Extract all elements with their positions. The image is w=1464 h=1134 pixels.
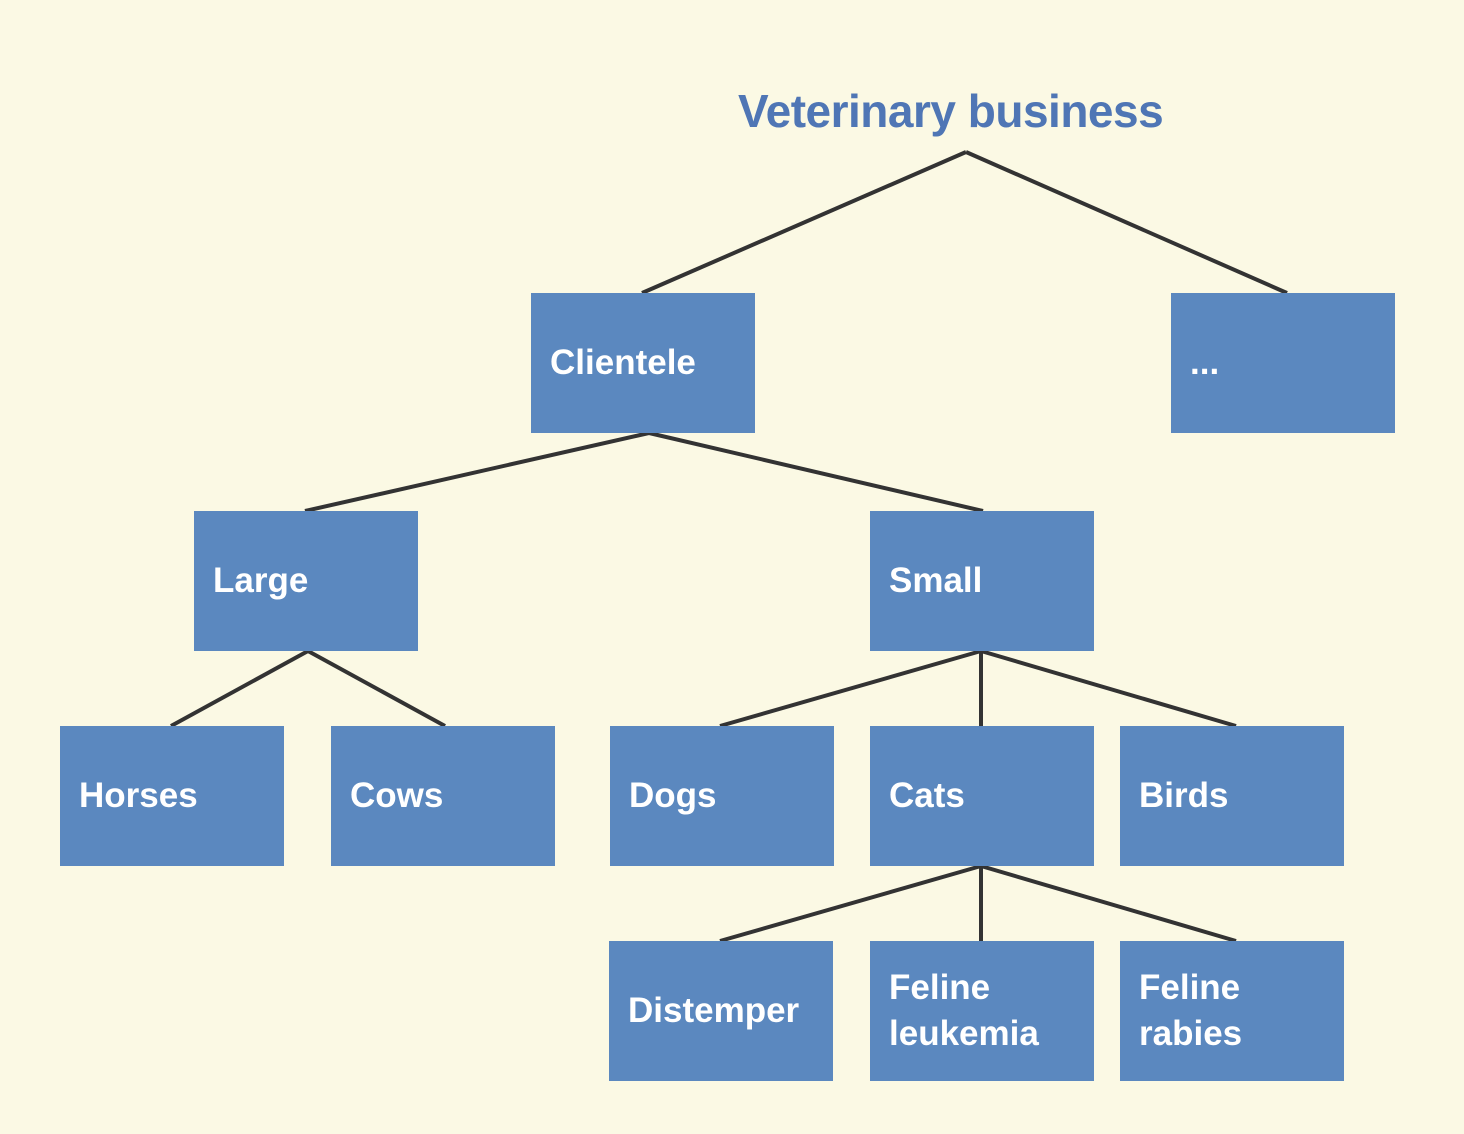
node-label: ... — [1190, 343, 1220, 382]
node-distemper: Distemper — [609, 941, 833, 1081]
node-label: Small — [889, 561, 983, 600]
node-more: ... — [1171, 293, 1395, 433]
node-feline-rabies: Feline rabies — [1120, 941, 1344, 1081]
node-cows: Cows — [331, 726, 555, 866]
node-label: Clientele — [550, 343, 696, 382]
edge-root-clientele — [641, 150, 967, 295]
node-label: Feline leukemia — [889, 968, 1039, 1053]
node-birds: Birds — [1120, 726, 1344, 866]
node-clientele: Clientele — [531, 293, 755, 433]
node-label: Feline rabies — [1139, 968, 1243, 1053]
edge-clientele-large — [304, 431, 650, 513]
edge-cats-distemper — [719, 864, 982, 943]
node-horses: Horses — [60, 726, 284, 866]
edge-root-more — [965, 150, 1288, 295]
edge-cats-feline-rabies — [980, 864, 1237, 943]
node-cats: Cats — [870, 726, 1094, 866]
diagram-title: Veterinary business — [738, 85, 1164, 137]
node-large: Large — [194, 511, 418, 651]
edge-small-dogs — [719, 649, 982, 728]
node-small: Small — [870, 511, 1094, 651]
node-feline-leukemia: Feline leukemia — [870, 941, 1094, 1081]
edge-large-cows — [307, 649, 446, 728]
node-label: Cats — [889, 776, 965, 815]
node-dogs: Dogs — [610, 726, 834, 866]
edge-clientele-small — [648, 431, 984, 513]
node-label: Dogs — [629, 776, 717, 815]
edge-large-horses — [170, 649, 309, 728]
node-label: Birds — [1139, 776, 1229, 815]
node-label: Distemper — [628, 991, 800, 1030]
node-label: Cows — [350, 776, 444, 815]
node-label: Horses — [79, 776, 198, 815]
edge-small-birds — [980, 649, 1237, 728]
node-label: Large — [213, 561, 309, 600]
